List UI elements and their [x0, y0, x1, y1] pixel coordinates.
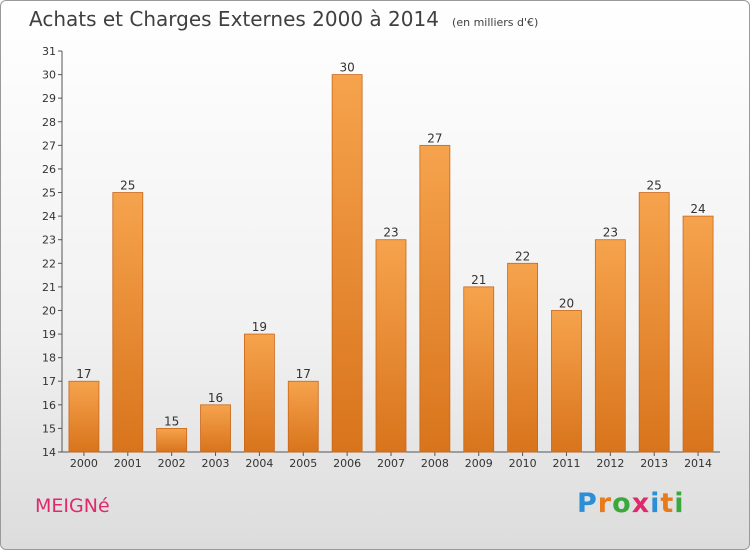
x-tick-label-2009: 2009 [465, 457, 493, 470]
x-tick-label-2013: 2013 [640, 457, 668, 470]
logo-letter: o [612, 488, 632, 519]
bar-2002 [156, 428, 188, 453]
x-tick-label-2007: 2007 [377, 457, 405, 470]
x-tick-label-2000: 2000 [70, 457, 98, 470]
y-tick-label: 22 [42, 257, 56, 270]
y-tick-label: 30 [42, 69, 56, 82]
x-tick-label-2006: 2006 [333, 457, 361, 470]
value-label-2009: 21 [471, 273, 486, 287]
y-tick-label: 17 [42, 375, 56, 388]
bar-2003 [200, 404, 231, 453]
chart-subtitle: (en milliers d'€) [452, 16, 539, 29]
value-label-2001: 25 [120, 179, 135, 193]
logo-letter: P [577, 488, 598, 519]
logo-letter: i [674, 488, 685, 519]
chart-title: Achats et Charges Externes 2000 à 2014 [29, 7, 439, 31]
y-tick-label: 18 [42, 352, 56, 365]
y-tick-label: 31 [42, 45, 56, 58]
value-label-2012: 23 [603, 226, 618, 240]
value-label-2002: 15 [164, 414, 179, 428]
y-tick-label: 15 [42, 422, 56, 435]
bar-2001 [112, 192, 144, 453]
bar-2009 [463, 286, 495, 453]
value-label-2007: 23 [383, 226, 398, 240]
x-tick-label-2005: 2005 [289, 457, 317, 470]
chart-bars [68, 74, 714, 453]
bar-2008 [419, 144, 451, 453]
x-tick-label-2002: 2002 [158, 457, 186, 470]
bar-2014 [682, 215, 714, 453]
y-tick-label: 26 [42, 163, 56, 176]
commune-name: MEIGNé [35, 495, 110, 517]
x-tick-label-2011: 2011 [552, 457, 580, 470]
x-tick-label-2004: 2004 [245, 457, 273, 470]
logo-letter: x [631, 488, 651, 519]
value-label-2013: 25 [647, 179, 662, 193]
bar-2000 [68, 380, 100, 453]
y-tick-label: 28 [42, 116, 56, 129]
value-label-2000: 17 [76, 367, 91, 381]
bar-2010 [507, 262, 539, 453]
y-tick-label: 16 [42, 399, 56, 412]
value-label-2014: 24 [690, 202, 705, 216]
value-label-2010: 22 [515, 249, 530, 263]
logo-letter: i [650, 488, 661, 519]
bar-2005 [287, 380, 319, 453]
bar-2006 [331, 74, 363, 453]
value-label-2011: 20 [559, 296, 574, 310]
x-tick-label-2008: 2008 [421, 457, 449, 470]
bar-2007 [375, 239, 407, 453]
logo-letter: r [597, 488, 613, 519]
bar-2011 [551, 310, 582, 453]
bar-2013 [638, 192, 670, 453]
chart-axes: 14 15 16 17 18 19 20 21 22 23 24 25 26 27 28 29 30 31 2000… [42, 45, 720, 470]
value-label-2008: 27 [427, 131, 442, 145]
x-tick-label-2014: 2014 [684, 457, 712, 470]
x-tick-label-2001: 2001 [114, 457, 142, 470]
chart-labels: 17 25 15 16 19 17 30 23 27 21 22 20 23 25 24 [76, 61, 705, 429]
y-tick-label: 21 [42, 281, 56, 294]
y-tick-label: 23 [42, 234, 56, 247]
bar-2004 [243, 333, 275, 453]
y-tick-label: 14 [42, 446, 56, 459]
value-label-2006: 30 [339, 61, 354, 75]
y-tick-label: 19 [42, 328, 56, 341]
y-tick-label: 27 [42, 139, 56, 152]
proxiti-logo[interactable]: Proxiti [577, 488, 685, 519]
x-tick-label-2003: 2003 [202, 457, 230, 470]
value-label-2003: 16 [208, 391, 223, 405]
y-tick-label: 20 [42, 304, 56, 317]
y-tick-label: 25 [42, 187, 56, 200]
bar-2012 [594, 239, 626, 453]
x-tick-label-2012: 2012 [596, 457, 624, 470]
value-label-2004: 19 [252, 320, 267, 334]
chart-header: Achats et Charges Externes 2000 à 2014 (… [29, 7, 538, 31]
x-tick-label-2010: 2010 [509, 457, 537, 470]
y-tick-label: 29 [42, 92, 56, 105]
value-label-2005: 17 [296, 367, 311, 381]
y-tick-label: 24 [42, 210, 56, 223]
logo-letter: t [660, 488, 675, 519]
